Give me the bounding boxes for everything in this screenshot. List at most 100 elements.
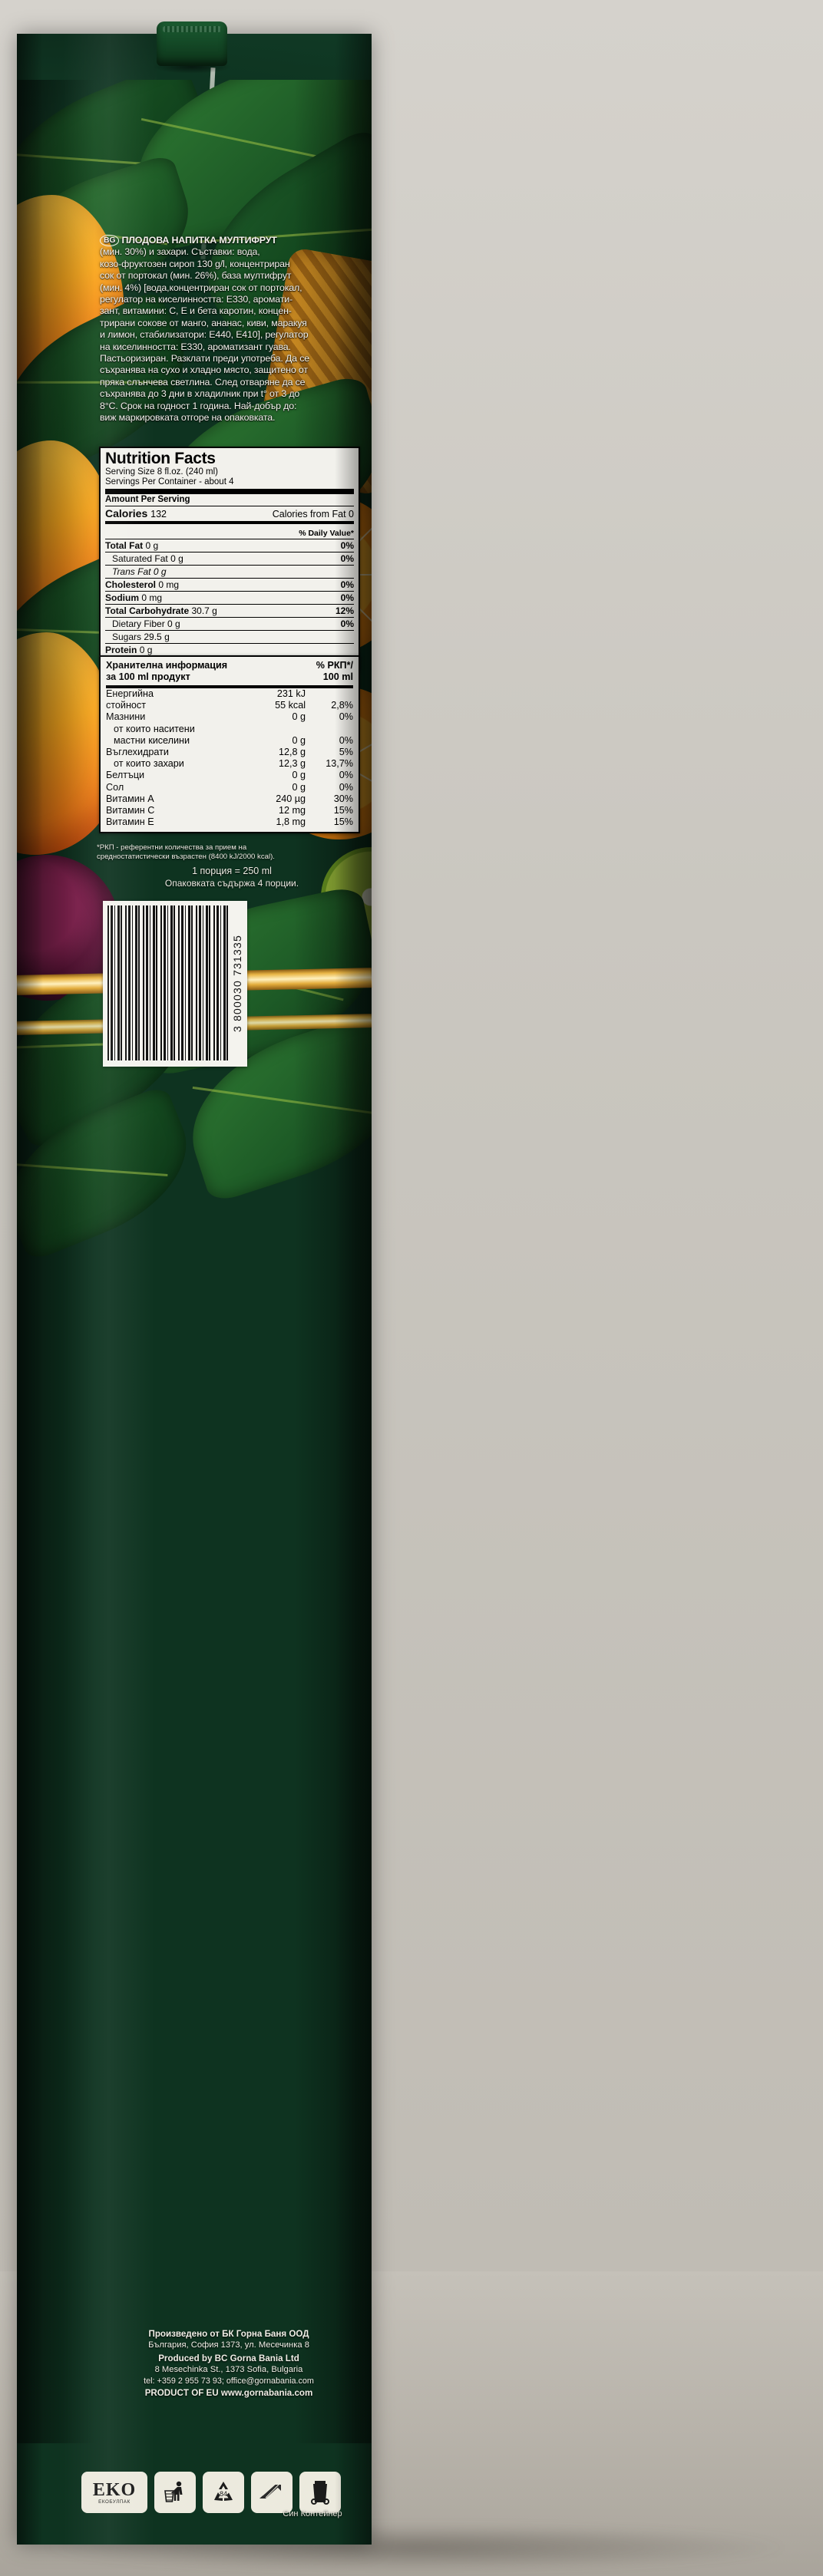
nf-label: Trans Fat	[112, 566, 151, 577]
screw-cap	[157, 21, 227, 66]
bg-table-header: Хранителна информация за 100 ml продукт …	[106, 660, 353, 683]
nf-value: 0 mg	[141, 592, 163, 603]
bg-row-value: 12,3 g	[278, 758, 306, 770]
rkp-footnote-line2: средностатистически възрастен (8400 kJ/2…	[97, 852, 275, 861]
manufacturer-block: Произведено от БК Горна Баня ООД Българи…	[86, 2328, 372, 2400]
blue-container-icon	[299, 2472, 341, 2513]
table-row: Protein 0 g	[105, 644, 354, 656]
ingredients-line-8: трирани сокове от манго, ананас, киви, м…	[100, 317, 307, 328]
bg-row-pct: 15%	[333, 816, 353, 828]
bg-row-pct: 5%	[339, 747, 353, 758]
ingredients-line-3: козо-фруктозен сироп 130 g/l, концентрир…	[100, 258, 290, 269]
table-row: от които захари 12,3 g 13,7%	[106, 758, 353, 770]
servings-per-container: Servings Per Container - about 4	[105, 477, 234, 487]
bg-row-value: 240 µg	[276, 793, 306, 804]
bg-row-value: 0 g	[292, 734, 306, 746]
table-row: Dietary Fiber 0 g 0%	[105, 618, 354, 630]
bg-row-pct	[306, 724, 353, 735]
barcode-bars	[107, 905, 230, 1060]
bg-row-value: 231 kJ	[276, 688, 306, 699]
table-row: мастни киселини 0 g 0%	[106, 735, 353, 747]
bg-row-value: 1,8 mg	[276, 816, 306, 828]
ingredients-line-15: 8°C. Срок на годност 1 година. Най-добър…	[100, 400, 297, 411]
juice-carton: BG ПЛОДОВА НАПИТКА МУЛТИФРУТ (мин. 30%) и…	[16, 21, 372, 2545]
nf-value: 0 g	[145, 540, 159, 551]
bg-row-name: Белтъци	[106, 770, 145, 781]
barcode-number: 3 800030 731335	[231, 935, 243, 1033]
portion-line1: 1 порция = 250 ml	[192, 866, 272, 876]
nf-value: 0 mg	[158, 579, 180, 590]
table-row: Витамин A 240 µg 30%	[106, 793, 353, 805]
table-row: Total Carbohydrate 30.7 g 12%	[105, 605, 354, 617]
ingredients-line-2: (мин. 30%) и захари. Съставки: вода,	[100, 246, 260, 258]
bg-header-left-line1: Хранителна информация	[106, 660, 228, 671]
ingredients-text-bg: BG ПЛОДОВА НАПИТКА МУЛТИФРУТ (мин. 30%) и…	[100, 235, 365, 424]
eko-ecobulpack-logo: EKO ЕКОБУЛПАК	[81, 2472, 147, 2513]
ingredients-line-7: зант, витамини: C, E и бета каротин, кон…	[100, 305, 292, 317]
calories-value: 132	[150, 509, 167, 519]
ingredients-line-13: пряка слънчева светлина. След отваряне д…	[100, 376, 306, 388]
table-row: Trans Fat 0 g	[105, 566, 354, 578]
table-row: Saturated Fat 0 g 0%	[105, 552, 354, 565]
manufacturer-bg-line1: Произведено от БК Горна Баня ООД	[148, 2329, 309, 2339]
nf-dv: 0%	[340, 540, 354, 551]
bg-row-name: мастни киселини	[114, 734, 190, 746]
bg-row-name: Витамин C	[106, 805, 155, 816]
bg-row-pct: 0%	[339, 711, 353, 723]
nf-value: 0 g	[170, 553, 183, 564]
bg-row-pct: 15%	[333, 805, 353, 816]
bg-row-value: 12 mg	[278, 805, 306, 816]
bg-row-value: 0 g	[292, 781, 306, 793]
recycle-icon: 84	[203, 2472, 244, 2513]
bg-row-name: от които захари	[114, 758, 184, 770]
bulgarian-footnote-block: *РКП - референтни количества за прием на…	[97, 843, 367, 889]
ingredients-line-5: (мин. 4%) [вода,концентриран сок от порт…	[100, 282, 302, 293]
bg-row-pct: 2,8%	[331, 700, 353, 711]
bg-header-right-line2: 100 ml	[322, 671, 353, 682]
bg-row-pct: 0%	[339, 734, 353, 746]
table-row: Въглехидрати 12,8 g 5%	[106, 747, 353, 758]
ingredients-line-6: регулатор на киселинността: Е330, аромат…	[100, 294, 293, 305]
product-origin: PRODUCT OF EU	[144, 2387, 219, 2398]
nf-label: Total Carbohydrate	[105, 605, 190, 616]
manufacturer-website[interactable]: www.gornabania.com	[220, 2387, 313, 2398]
nf-dv: 12%	[335, 605, 354, 616]
portion-line2: Опаковката съдържа 4 порции.	[164, 878, 299, 889]
table-row: стойност 55 kcal 2,8%	[106, 700, 353, 711]
nf-dv: 0%	[340, 592, 354, 603]
divider-med	[105, 521, 354, 524]
recycle-code: 84	[220, 2490, 227, 2498]
bg-row-value: 12,8 g	[278, 747, 306, 758]
table-row: Енергийна 231 kJ	[106, 688, 353, 700]
blue-container-label: Син Контейнер	[283, 2509, 342, 2518]
bg-header-right-line1: % РКП*/	[316, 660, 353, 671]
bg-origin-mark: BG	[100, 235, 120, 246]
divider-med	[106, 685, 353, 688]
bg-row-value: 0 g	[292, 770, 306, 781]
nutrition-facts-title: Nutrition Facts	[105, 450, 216, 467]
table-row: Cholesterol 0 mg 0%	[105, 579, 354, 591]
bg-row-name: Енергийна	[106, 688, 154, 699]
calories-row: Calories 132 Calories from Fat 0	[105, 506, 354, 521]
bg-header-left-line2: за 100 ml продукт	[106, 671, 190, 682]
ingredients-line-16: виж маркировката отгоре на опаковката.	[100, 412, 276, 424]
nf-value: 0 g	[167, 618, 180, 629]
bg-row-pct: 0%	[339, 781, 353, 793]
nf-label: Cholesterol	[105, 579, 157, 590]
ingredients-line-1: ПЛОДОВА НАПИТКА МУЛТИФРУТ	[121, 235, 277, 246]
nf-value: 30.7 g	[191, 605, 217, 616]
barcode: 3 800030 731335	[103, 901, 247, 1067]
ingredients-line-12: съхранява на сухо и хладно място, защите…	[100, 364, 308, 376]
bg-row-pct: 0%	[339, 770, 353, 781]
bg-row-value	[240, 724, 306, 735]
calories-from-fat: Calories from Fat 0	[272, 509, 354, 519]
bg-row-name: Въглехидрати	[106, 747, 169, 758]
daily-value-header: % Daily Value*	[299, 529, 354, 538]
manufacturer-contact: tel: +359 2 955 73 93; office@gornabania…	[144, 2376, 314, 2386]
calories-label: Calories	[105, 507, 148, 519]
table-row: Sodium 0 mg 0%	[105, 592, 354, 604]
bg-row-value: 55 kcal	[275, 700, 306, 711]
ingredients-line-4: сок от портокал (мин. 26%), база мултифр…	[100, 270, 292, 282]
bg-row-pct	[306, 688, 353, 700]
